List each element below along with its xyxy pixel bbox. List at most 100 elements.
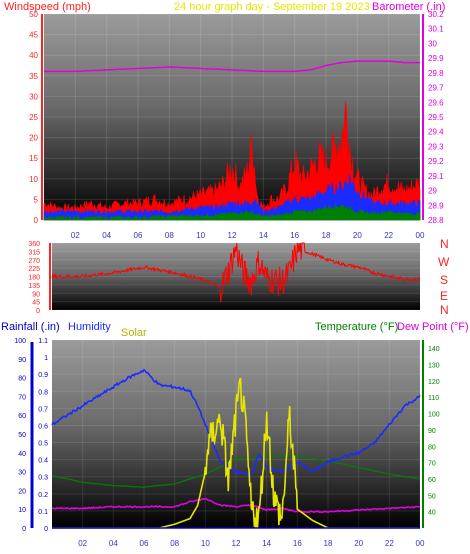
compass-e: E bbox=[440, 289, 448, 303]
wind-x-tick: 14 bbox=[259, 231, 268, 240]
temperature-y-tick: 40 bbox=[428, 510, 436, 517]
wind-x-tick: 10 bbox=[196, 231, 205, 240]
humidity-y-tick: 20 bbox=[18, 488, 26, 495]
wind-y-tick: 50 bbox=[29, 10, 38, 19]
wind-y-tick: 15 bbox=[29, 154, 38, 163]
series-layer bbox=[44, 60, 421, 529]
direction-y-tick: 225 bbox=[28, 266, 40, 273]
rainfall-y-tick: 0.5 bbox=[38, 441, 48, 448]
compass-w: W bbox=[438, 255, 450, 269]
weather-x-tick: 08 bbox=[170, 539, 179, 548]
barometer-y-tick: 29.1 bbox=[428, 172, 444, 181]
wind-y-tick: 25 bbox=[29, 113, 38, 122]
direction-y-tick: 360 bbox=[28, 241, 40, 248]
rainfall-y-tick: 0.3 bbox=[38, 475, 48, 482]
compass-n-top: N bbox=[440, 237, 449, 251]
rainfall-y-tick: 0.2 bbox=[38, 492, 48, 499]
humidity-y-tick: 90 bbox=[18, 357, 26, 364]
dewpoint-title: Dew Point (°F) bbox=[397, 321, 469, 333]
temperature-y-tick: 100 bbox=[428, 412, 440, 419]
wind-x-tick: 04 bbox=[102, 231, 111, 240]
rainfall-y-tick: 0 bbox=[44, 526, 48, 533]
humidity-title: Humidity bbox=[68, 321, 111, 333]
humidity-y-tick: 80 bbox=[18, 376, 26, 383]
barometer-y-tick: 29.8 bbox=[428, 69, 444, 78]
barometer-y-tick: 29.5 bbox=[428, 113, 444, 122]
wind-x-tick: 12 bbox=[228, 231, 237, 240]
rainfall-y-tick: 1.1 bbox=[38, 338, 48, 345]
temperature-y-tick: 50 bbox=[428, 493, 436, 500]
direction-y-tick: 90 bbox=[32, 291, 40, 298]
barometer-y-tick: 29.4 bbox=[428, 128, 444, 137]
wind-y-tick: 5 bbox=[34, 195, 39, 204]
humidity-y-tick: 70 bbox=[18, 394, 26, 401]
barometer-y-tick: 29.3 bbox=[428, 142, 444, 151]
humidity-y-tick: 100 bbox=[14, 338, 26, 345]
gust-area bbox=[43, 101, 421, 221]
temperature-y-tick: 140 bbox=[428, 346, 440, 353]
wind-x-tick: 00 bbox=[416, 231, 425, 240]
weather-x-tick: 12 bbox=[232, 539, 241, 548]
rainfall-y-tick: 0.6 bbox=[38, 423, 48, 430]
direction-y-tick: 180 bbox=[28, 275, 40, 282]
barometer-y-tick: 30.1 bbox=[428, 25, 444, 34]
wind-y-tick: 20 bbox=[29, 134, 38, 143]
weather-x-tick: 14 bbox=[262, 539, 271, 548]
temperature-y-tick: 70 bbox=[428, 461, 436, 468]
temperature-y-tick: 110 bbox=[428, 395, 439, 402]
humidity-y-tick: 40 bbox=[18, 451, 26, 458]
solar-title: Solar bbox=[121, 327, 147, 339]
barometer-y-tick: 29 bbox=[428, 187, 437, 196]
wind-y-tick: 45 bbox=[29, 31, 38, 40]
weather-x-tick: 00 bbox=[416, 539, 425, 548]
temperature-line bbox=[51, 455, 421, 488]
rainfall-y-tick: 0.9 bbox=[38, 372, 48, 379]
wind-y-tick: 10 bbox=[29, 175, 38, 184]
humidity-y-tick: 60 bbox=[18, 413, 26, 420]
humidity-y-tick: 30 bbox=[18, 470, 26, 477]
weather-x-tick: 02 bbox=[78, 539, 87, 548]
direction-y-tick: 45 bbox=[32, 300, 40, 307]
graph-title: 24 hour graph day - September 19 2023 bbox=[174, 1, 370, 13]
direction-y-tick: 315 bbox=[28, 249, 40, 256]
humidity-y-tick: 0 bbox=[22, 526, 26, 533]
rainfall-y-tick: 1 bbox=[44, 355, 48, 362]
weather-x-tick: 16 bbox=[293, 539, 302, 548]
barometer-y-tick: 30.2 bbox=[428, 10, 444, 19]
barometer-line bbox=[44, 60, 420, 73]
weather-x-tick: 20 bbox=[354, 539, 363, 548]
humidity-y-tick: 10 bbox=[18, 507, 26, 514]
barometer-y-tick: 29.6 bbox=[428, 98, 444, 107]
weather-x-tick: 22 bbox=[385, 539, 394, 548]
direction-y-tick: 270 bbox=[28, 258, 40, 265]
barometer-title: Barometer (.in) bbox=[372, 1, 445, 13]
dewpoint-line bbox=[51, 497, 421, 514]
wind-x-tick: 22 bbox=[384, 231, 393, 240]
wind-y-tick: 40 bbox=[29, 51, 38, 60]
rainfall-y-tick: 0.8 bbox=[38, 389, 48, 396]
direction-panel bbox=[52, 243, 420, 310]
rainfall-title: Rainfall (.in) bbox=[1, 321, 60, 333]
wind-x-tick: 08 bbox=[165, 231, 174, 240]
barometer-y-tick: 29.2 bbox=[428, 157, 444, 166]
temperature-y-tick: 80 bbox=[428, 444, 436, 451]
compass-s: S bbox=[440, 273, 448, 287]
temperature-y-tick: 90 bbox=[428, 428, 436, 435]
humidity-y-tick: 50 bbox=[18, 432, 26, 439]
rainfall-y-tick: 0.4 bbox=[38, 458, 48, 465]
weather-x-tick: 10 bbox=[201, 539, 210, 548]
direction-y-tick: 0 bbox=[36, 308, 40, 315]
wind-x-tick: 02 bbox=[71, 231, 80, 240]
barometer-y-tick: 29.7 bbox=[428, 84, 444, 93]
weather-x-tick: 18 bbox=[324, 539, 333, 548]
wind-y-tick: 30 bbox=[29, 92, 38, 101]
wind-x-tick: 18 bbox=[322, 231, 331, 240]
area-layer bbox=[43, 101, 421, 221]
barometer-y-tick: 28.8 bbox=[428, 216, 444, 225]
humidity-line bbox=[51, 368, 421, 478]
barometer-y-tick: 30 bbox=[428, 39, 437, 48]
barometer-y-tick: 28.9 bbox=[428, 201, 444, 210]
direction-y-tick: 135 bbox=[28, 283, 40, 290]
temperature-y-tick: 120 bbox=[428, 379, 440, 386]
temperature-title: Temperature (°F) bbox=[315, 321, 398, 333]
